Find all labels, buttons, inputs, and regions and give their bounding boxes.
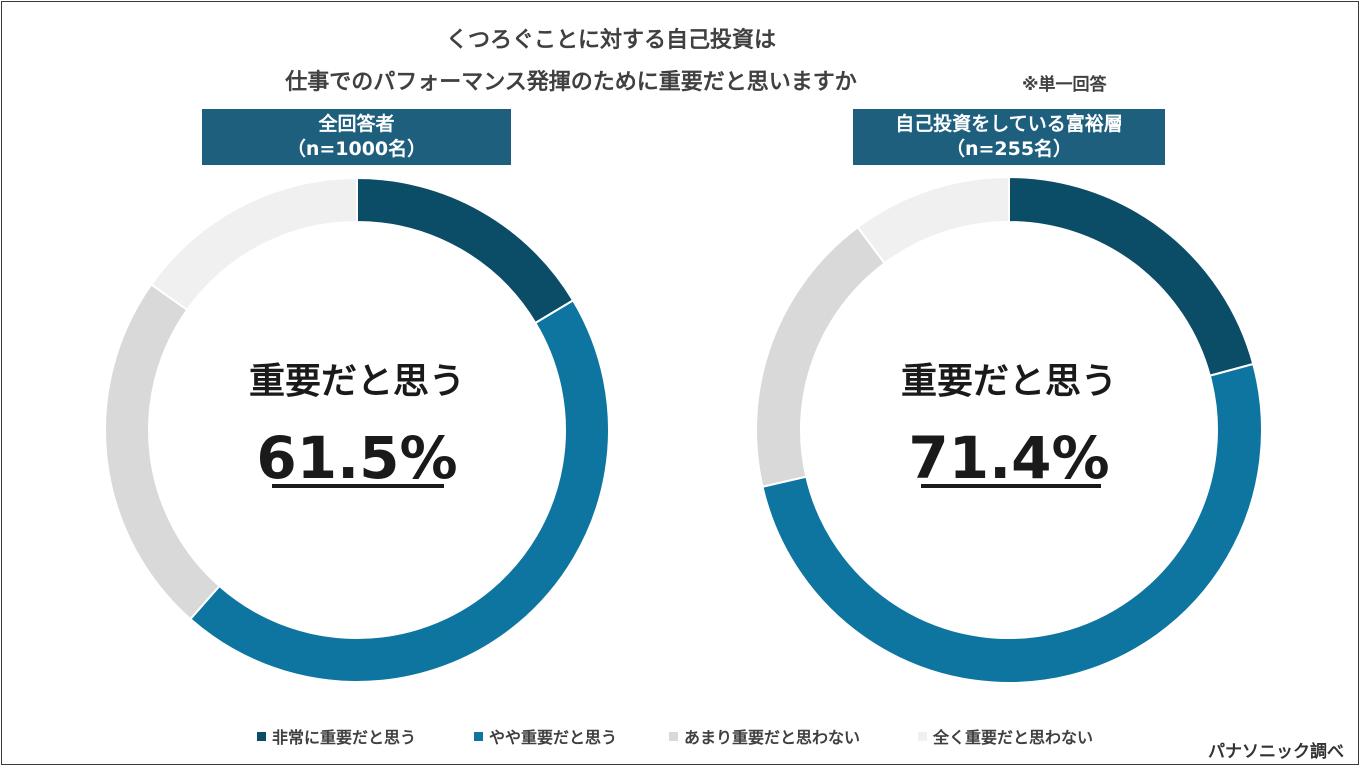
legend-label-somewhat-important: やや重要だと思う	[489, 728, 618, 747]
legend-swatch-not-very-important	[669, 731, 678, 741]
center-caption-right: 重要だと思う	[901, 361, 1117, 402]
single-answer-note: ※単一回答	[1022, 75, 1107, 95]
legend-item-somewhat-important: やや重要だと思う	[474, 724, 617, 748]
donut-slice-right-somewhat-important	[761, 362, 1264, 685]
chart-title-line1: くつろぐことに対する自己投資は	[445, 28, 776, 53]
panel-label-wealthy: 自己投資をしている富裕層 （n=255名）	[853, 109, 1165, 165]
panel-label-right-line2: （n=255名）	[945, 138, 1073, 160]
center-caption-left: 重要だと思う	[249, 361, 465, 402]
legend-label-very-important: 非常に重要だと思う	[272, 728, 417, 747]
donut-chart-all-respondents	[104, 176, 610, 683]
legend-item-not-at-all-important: 全く重要だと思わない	[918, 724, 1093, 748]
legend: 非常に重要だと思う やや重要だと思う あまり重要だと思わない 全く重要だと思わな…	[0, 724, 1362, 747]
panel-label-right-line1: 自己投資をしている富裕層	[895, 113, 1123, 135]
donut-slice-right-not-at-all-important	[856, 175, 1010, 265]
chart-title-line2: 仕事でのパフォーマンス発揮のために重要だと思いますか	[285, 70, 857, 95]
donut-chart-wealthy	[755, 175, 1264, 685]
legend-swatch-somewhat-important	[474, 731, 483, 741]
donut-slice-right-not-very-important	[755, 225, 887, 488]
panel-label-left-line2: （n=1000名）	[286, 138, 427, 160]
center-value-left: 61.5%	[256, 424, 457, 492]
center-value-right-underline	[921, 484, 1101, 488]
legend-item-very-important: 非常に重要だと思う	[257, 724, 416, 748]
legend-item-not-very-important: あまり重要だと思わない	[669, 724, 860, 748]
center-value-right: 71.4%	[908, 424, 1109, 492]
donut-slice-left-not-very-important	[104, 283, 221, 621]
panel-label-left-line1: 全回答者	[318, 113, 395, 135]
legend-swatch-not-at-all-important	[918, 731, 927, 741]
donut-slice-left-not-at-all-important	[149, 176, 358, 312]
panel-label-all-respondents: 全回答者 （n=1000名）	[202, 109, 511, 165]
source-credit: パナソニック調べ	[1208, 742, 1344, 762]
center-value-left-underline	[272, 484, 444, 488]
legend-label-not-very-important: あまり重要だと思わない	[684, 728, 861, 747]
legend-swatch-very-important	[257, 731, 266, 741]
donut-slice-left-very-important	[356, 176, 575, 325]
donut-slice-right-very-important	[1008, 175, 1255, 377]
legend-label-not-at-all-important: 全く重要だと思わない	[933, 728, 1094, 747]
